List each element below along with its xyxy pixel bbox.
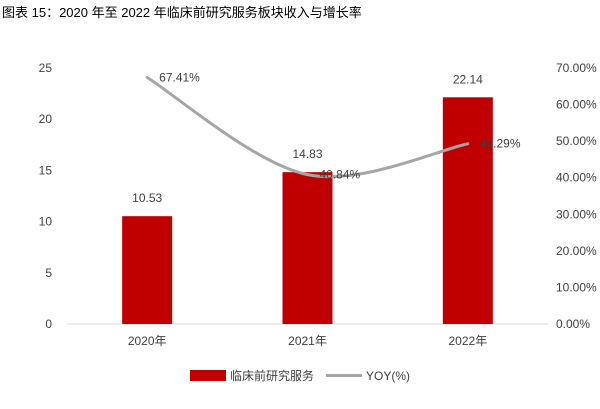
right-tick-label: 50.00% (556, 134, 597, 148)
left-tick-label: 10 (39, 215, 53, 229)
right-tick-label: 70.00% (556, 61, 597, 75)
left-tick-label: 0 (45, 317, 52, 331)
left-axis-ticks: 0 5 10 15 20 25 (39, 61, 53, 331)
left-tick-label: 20 (39, 112, 53, 126)
line-value-label: 67.41% (159, 70, 200, 84)
left-tick-label: 5 (45, 266, 52, 280)
legend-bar-label: 临床前研究服务 (229, 369, 314, 383)
right-tick-label: 20.00% (556, 244, 597, 258)
legend-line-swatch (326, 374, 362, 377)
legend-item-line: YOY(%) (326, 369, 410, 383)
bar-series (122, 97, 493, 324)
yoy-line (145, 75, 470, 179)
line-value-label: 40.84% (320, 168, 361, 182)
legend-item-bar: 临床前研究服务 (189, 367, 314, 384)
bar (122, 216, 173, 324)
right-tick-label: 0.00% (556, 317, 590, 331)
line-series (145, 75, 470, 179)
right-tick-label: 60.00% (556, 98, 597, 112)
x-axis-ticks: 2020年 2021年 2022年 (128, 334, 487, 348)
bar-value-label: 10.53 (132, 191, 162, 205)
chart-title: 图表 15：2020 年至 2022 年临床前研究服务板块收入与增长率 (2, 5, 362, 20)
legend-line-label: YOY(%) (366, 368, 411, 383)
line-value-label: 49.29% (480, 137, 521, 151)
bar-value-label: 22.14 (453, 72, 483, 86)
bar-value-label: 14.83 (292, 147, 322, 161)
x-tick-label: 2021年 (288, 334, 327, 348)
bar-data-labels: 10.53 14.83 22.14 (132, 72, 483, 205)
right-tick-label: 10.00% (556, 280, 597, 294)
bar (442, 97, 493, 324)
x-tick-label: 2020年 (128, 334, 167, 348)
legend: 临床前研究服务 YOY(%) (0, 367, 600, 384)
right-tick-label: 40.00% (556, 171, 597, 185)
bar (282, 172, 333, 324)
left-tick-label: 25 (39, 61, 53, 75)
left-tick-label: 15 (39, 163, 53, 177)
line-data-labels: 67.41% 40.84% 49.29% (159, 70, 521, 181)
right-tick-label: 30.00% (556, 207, 597, 221)
right-axis-ticks: 0.00% 10.00% 20.00% 30.00% 40.00% 50.00% 60.00… (556, 61, 597, 331)
legend-bar-swatch (189, 370, 226, 381)
x-tick-label: 2022年 (448, 334, 487, 348)
